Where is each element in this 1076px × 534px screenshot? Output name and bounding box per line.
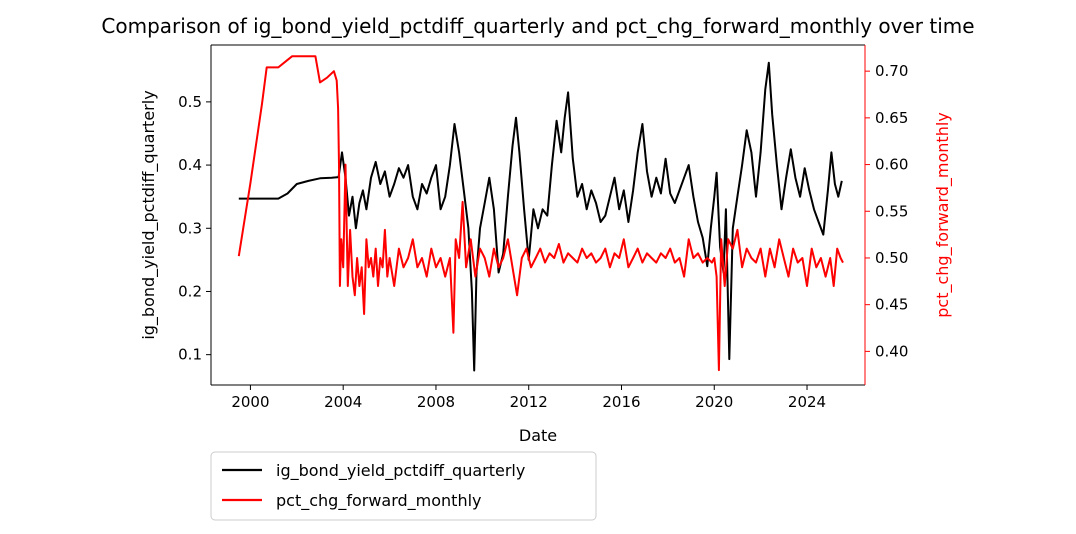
x-tick-label: 2004 bbox=[324, 393, 362, 411]
y-left-tick-label: 0.5 bbox=[178, 93, 202, 111]
y-right-tick-label: 0.65 bbox=[875, 109, 908, 127]
y-axis-left-label: ig_bond_yield_pctdiff_quarterly bbox=[139, 90, 159, 339]
axes: 2000 2004 2008 2012 2016 2020 2024 0.1 0.2 0.3 0.4… bbox=[178, 44, 908, 411]
plot-area bbox=[237, 55, 844, 372]
x-tick-label: 2008 bbox=[417, 393, 455, 411]
y-right-tick-label: 0.40 bbox=[875, 342, 908, 360]
x-tick-label: 2012 bbox=[510, 393, 548, 411]
y-axis-right-label: pct_chg_forward_monthly bbox=[933, 112, 953, 318]
y-right-tick-label: 0.55 bbox=[875, 202, 908, 220]
y-left-tick-label: 0.1 bbox=[178, 346, 202, 364]
x-tick-label: 2020 bbox=[695, 393, 733, 411]
chart-title: Comparison of ig_bond_yield_pctdiff_quar… bbox=[101, 14, 974, 38]
y-left-tick-label: 0.4 bbox=[178, 156, 202, 174]
x-tick-label: 2024 bbox=[788, 393, 826, 411]
legend-label-ig-bond: ig_bond_yield_pctdiff_quarterly bbox=[276, 461, 525, 481]
legend-frame bbox=[210, 451, 597, 521]
legend-label-pct-chg: pct_chg_forward_monthly bbox=[276, 491, 482, 511]
y-left-tick-label: 0.2 bbox=[178, 282, 202, 300]
x-tick-label: 2016 bbox=[602, 393, 640, 411]
y-right-tick-label: 0.70 bbox=[875, 62, 908, 80]
series-line-0 bbox=[238, 61, 843, 372]
y-right-tick-label: 0.60 bbox=[875, 156, 908, 174]
y-left-tick-label: 0.3 bbox=[178, 219, 202, 237]
legend: ig_bond_yield_pctdiff_quarterly pct_chg_… bbox=[210, 451, 597, 521]
y-right-tick-label: 0.45 bbox=[875, 296, 908, 314]
y-right-tick-label: 0.50 bbox=[875, 249, 908, 267]
x-tick-label: 2000 bbox=[231, 393, 269, 411]
x-axis-label: Date bbox=[519, 426, 557, 445]
series-line-1 bbox=[237, 55, 844, 372]
